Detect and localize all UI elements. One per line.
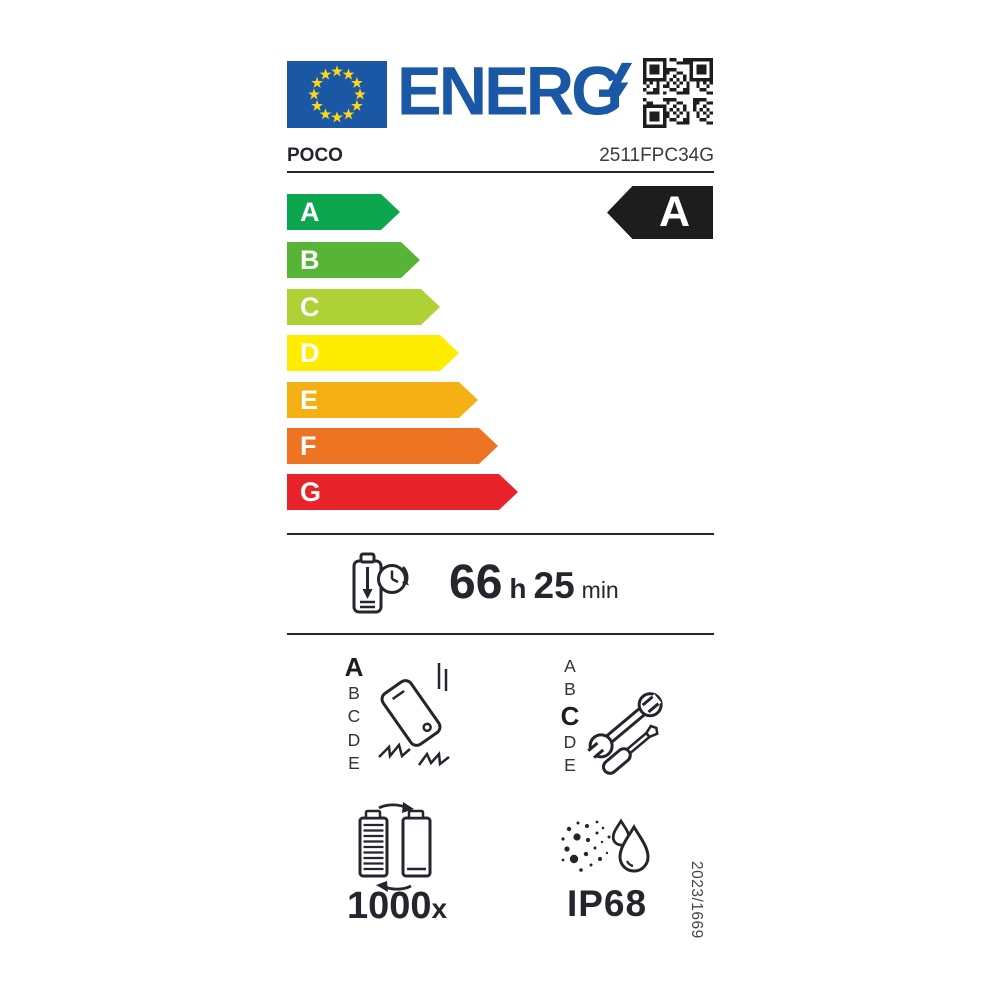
- scale-arrow-d: D: [287, 335, 459, 371]
- class-option: E: [564, 754, 576, 775]
- rated-class-arrow: A: [607, 186, 713, 239]
- scale-arrow-g: G: [287, 474, 518, 510]
- rated-class-letter: A: [658, 188, 690, 236]
- scale-letter: B: [300, 244, 320, 275]
- free-fall-class-list: A B C D E: [335, 653, 373, 775]
- phone-drop-icon: [378, 663, 450, 767]
- scale-letter: A: [300, 196, 320, 227]
- ip-rating-value: IP68: [566, 883, 648, 924]
- repairability-rated-class: C: [560, 700, 580, 731]
- class-option: C: [347, 706, 361, 727]
- cycles-number: 1000: [346, 885, 432, 927]
- brand-row: POCO 2511FPC34G: [287, 145, 714, 173]
- endurance-hours: 66: [449, 556, 503, 609]
- scale-arrow-f: F: [287, 428, 498, 464]
- scale-arrow-c: C: [287, 289, 440, 325]
- class-option: B: [564, 679, 576, 700]
- divider: [287, 533, 714, 535]
- divider: [287, 633, 714, 635]
- model-identifier: 2511FPC34G: [599, 145, 714, 166]
- battery-cycles-icon: [358, 802, 432, 892]
- free-fall-rated-class: A: [344, 652, 364, 682]
- class-option: E: [348, 752, 360, 773]
- battery-cycles-value: 1000x: [322, 885, 472, 928]
- lightning-bolt-icon: [606, 62, 633, 116]
- repairability-class-list: A B C D E: [551, 655, 589, 777]
- regulation-reference: 2023/1669: [688, 861, 705, 939]
- energy-wordmark: ENERG: [397, 53, 623, 130]
- battery-clock-icon: [352, 552, 409, 614]
- endurance-minutes-unit: min: [581, 577, 619, 603]
- eu-flag-icon: [287, 61, 387, 128]
- class-option: D: [563, 731, 577, 752]
- eu-energy-label: ENERG POCO 2511FPC34G A B C D E F G A 66…: [287, 55, 714, 980]
- qr-code: [643, 58, 713, 128]
- class-option: B: [348, 683, 360, 703]
- endurance-minutes: 25: [533, 565, 575, 606]
- battery-endurance-value: 66 h 25 min: [449, 555, 669, 617]
- cycles-unit: x: [431, 893, 448, 924]
- scale-letter: E: [300, 384, 319, 415]
- scale-letter: D: [300, 337, 320, 368]
- dust-water-icon: [561, 818, 650, 873]
- brand-name: POCO: [287, 145, 343, 166]
- class-option: A: [564, 656, 576, 676]
- scale-arrow-a: A: [287, 194, 400, 230]
- wrench-screwdriver-icon: [586, 692, 663, 775]
- scale-arrow-e: E: [287, 382, 478, 418]
- scale-arrow-b: B: [287, 242, 420, 278]
- endurance-hours-unit: h: [509, 573, 527, 604]
- scale-letter: G: [300, 476, 322, 507]
- class-option: D: [347, 729, 361, 750]
- scale-letter: C: [300, 291, 320, 322]
- scale-letter: F: [300, 430, 317, 461]
